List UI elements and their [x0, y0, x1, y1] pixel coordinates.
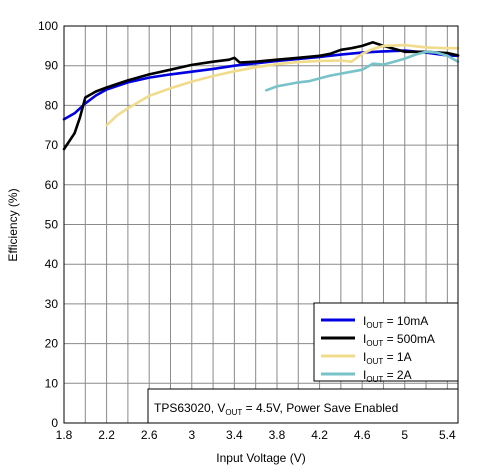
x-tick-label: 2.2: [98, 428, 115, 442]
annotation-suffix: = 4.5V, Power Save Enabled: [242, 401, 398, 415]
series-line-0: [62, 49, 460, 121]
legend-label: IOUT = 1A: [363, 350, 412, 366]
y-tick-label: 70: [45, 138, 59, 152]
y-tick-label: 30: [45, 297, 59, 311]
y-tick-label: 40: [45, 257, 59, 271]
y-tick-label: 80: [45, 98, 59, 112]
x-tick-label: 3.4: [226, 428, 243, 442]
annotation: TPS63020, VOUT = 4.5V, Power Save Enable…: [147, 388, 459, 424]
x-axis-label: Input Voltage (V): [216, 451, 305, 465]
y-tick-label: 60: [45, 178, 59, 192]
y-tick-labels: 0 10 20 30 40 50 60 70 80 90 100: [38, 19, 58, 430]
legend-box: [313, 302, 459, 382]
x-tick-label: 5: [401, 428, 408, 442]
series-line-1: [62, 41, 460, 151]
x-tick-label: 4.6: [354, 428, 371, 442]
x-tick-label: 4.2: [311, 428, 328, 442]
x-tick-labels: 1.8 2.2 2.6 3 3.4 3.8 4.2 4.6 5 5.4: [56, 428, 456, 442]
series-line-3: [265, 50, 460, 92]
annotation-sub: OUT: [225, 408, 242, 417]
x-tick-label: 1.8: [56, 428, 73, 442]
legend: IOUT = 10mA IOUT = 500mA IOUT = 1A IOUT = 2…: [313, 302, 459, 384]
legend-label: IOUT = 10mA: [363, 314, 428, 330]
y-tick-label: 20: [45, 337, 59, 351]
y-axis-label: Efficiency (%): [6, 188, 20, 261]
y-tick-label: 0: [51, 416, 58, 430]
annotation-prefix: TPS63020, V: [154, 401, 225, 415]
legend-label: IOUT = 2A: [363, 368, 412, 384]
y-tick-label: 90: [45, 59, 59, 73]
annotation-box: [147, 388, 459, 424]
x-tick-label: 2.6: [141, 428, 158, 442]
series-lines: [62, 41, 460, 151]
x-tick-label: 3: [188, 428, 195, 442]
legend-label: IOUT = 500mA: [363, 332, 435, 348]
annotation-text: TPS63020, VOUT = 4.5V, Power Save Enable…: [154, 401, 398, 417]
series-line-2: [105, 43, 460, 127]
x-tick-label: 5.4: [439, 428, 456, 442]
x-tick-label: 3.8: [269, 428, 286, 442]
y-tick-label: 10: [45, 376, 59, 390]
y-tick-label: 100: [38, 19, 58, 33]
y-tick-label: 50: [45, 218, 59, 232]
